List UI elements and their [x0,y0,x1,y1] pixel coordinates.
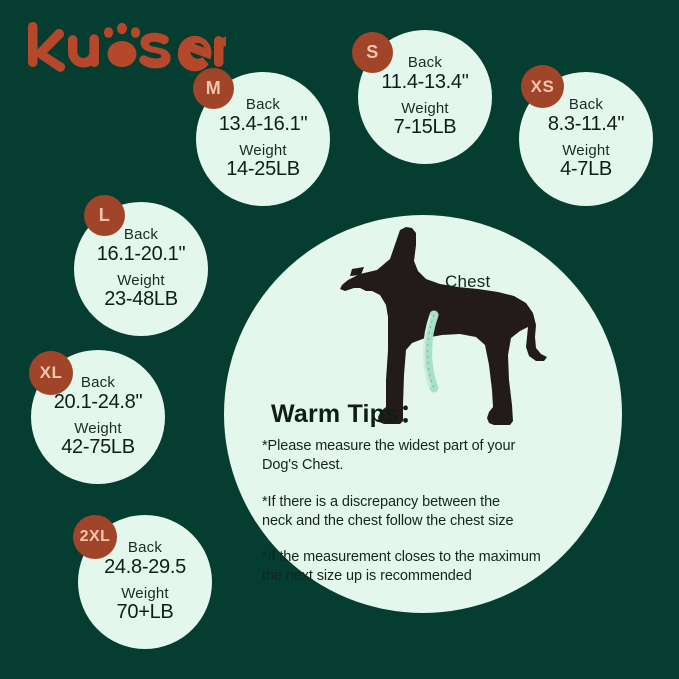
size-badge-label: XS [530,76,555,96]
size-back-label: Back [568,95,604,113]
size-weight-label: Weight [401,99,449,117]
warm-tips-list: *Please measure the widest part of your … [262,437,607,587]
size-back-value: 13.4-16.1" [218,112,308,135]
size-weight-label: Weight [74,419,122,437]
size-badge-2xl: 2XL [73,515,117,559]
size-badge-label: 2XL [79,528,111,545]
size-weight-label: Weight [121,584,169,602]
kuoser-brand-logo [26,22,230,76]
size-back-label: Back [127,538,163,556]
size-weight-value: 7-15LB [393,116,457,139]
dog-body-shape [340,227,547,425]
size-weight-value: 14-25LB [226,158,300,181]
size-back-value: 16.1-20.1" [96,242,186,265]
size-back-value: 20.1-24.8" [53,390,143,413]
size-back-value: 24.8-29.5 [104,555,186,578]
size-bubble-xl: Back 20.1-24.8" Weight 42-75LB [31,350,165,484]
size-back-value: 11.4-13.4" [381,70,469,93]
size-badge-label: XL [39,363,63,382]
size-badge-s: S [352,32,393,73]
size-badge-label: M [205,78,222,98]
size-badge-xl: XL [29,351,73,395]
size-bubble-2xl: Back 24.8-29.5 Weight 70+LB [78,515,212,649]
size-badge-xs: XS [521,65,564,108]
measuring-tape-icon [423,310,439,393]
size-back-label: Back [407,53,443,71]
size-badge-label: L [98,205,111,225]
warm-tip-item: *If there is a discrepancy between the n… [262,493,514,529]
size-badge-m: M [193,68,234,109]
size-badge-l: L [84,195,125,236]
size-back-label: Back [80,373,116,391]
size-bubble-s: Back 11.4-13.4" Weight 7-15LB [358,30,492,164]
size-bubble-m: Back 13.4-16.1" Weight 14-25LB [196,72,330,206]
size-weight-value: 4-7LB [560,158,612,181]
size-back-label: Back [245,95,281,113]
warm-tip-item: *Please measure the widest part of your … [262,438,516,474]
chest-measure-label: Chest [445,272,491,291]
size-weight-label: Weight [562,141,610,159]
size-badge-label: S [366,42,379,62]
size-weight-value: 23-48LB [104,288,178,311]
dog-silhouette-illustration [330,225,590,445]
warm-tip-item: *If the measurement closes to the maximu… [262,549,541,585]
warm-tips-heading: Warm Tips： [271,400,425,428]
size-back-label: Back [123,225,159,243]
size-weight-label: Weight [117,271,165,289]
size-weight-value: 42-75LB [61,436,135,459]
size-weight-label: Weight [239,141,287,159]
size-weight-value: 70+LB [116,601,174,624]
size-back-value: 8.3-11.4" [547,112,625,135]
